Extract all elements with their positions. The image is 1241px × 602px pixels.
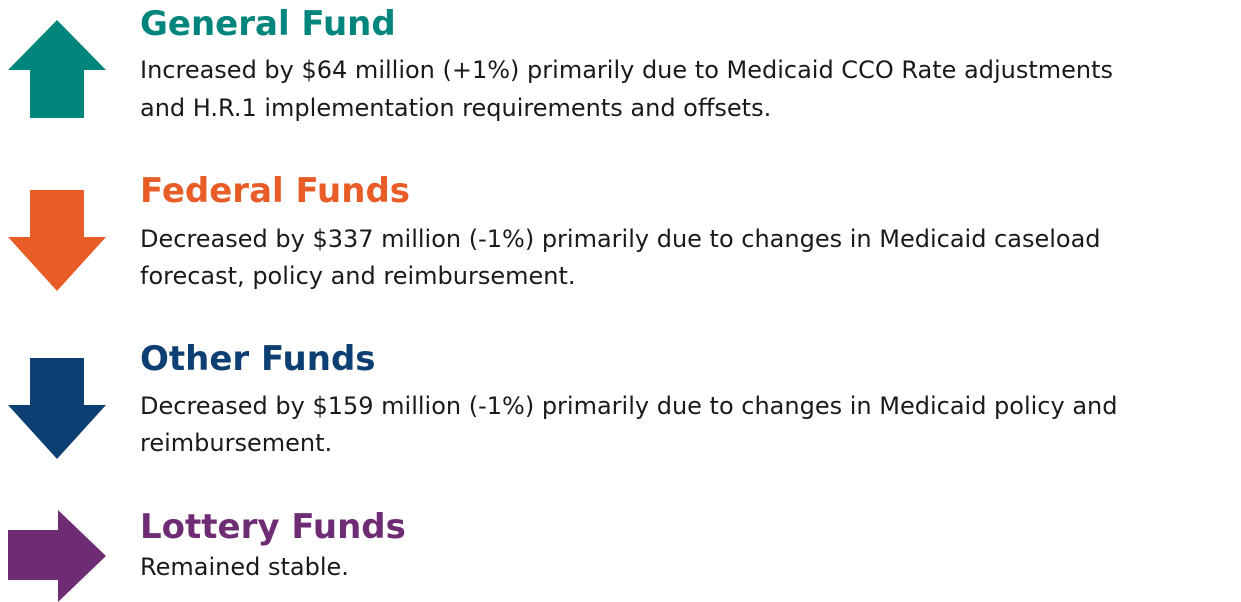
- item-title: Other Funds: [140, 339, 376, 379]
- arrow-down: [8, 190, 106, 291]
- arrow-right: [8, 510, 106, 602]
- item-text: forecast, policy and reimbursement.: [140, 262, 576, 290]
- arrow-up: [8, 20, 106, 118]
- item-text: Decreased by $337 million (-1%) primaril…: [140, 225, 1101, 253]
- item-text: Decreased by $159 million (-1%) primaril…: [140, 392, 1118, 420]
- item-text: Increased by $64 million (+1%) primarily…: [140, 56, 1114, 84]
- item-text: reimbursement.: [140, 429, 333, 457]
- item-text: Remained stable.: [140, 553, 349, 581]
- item-title: General Fund: [140, 4, 396, 44]
- item-title: Federal Funds: [140, 171, 411, 211]
- arrow-down: [8, 358, 106, 459]
- arrow-icons: [8, 20, 106, 602]
- item-title: Lottery Funds: [140, 507, 406, 547]
- item-text: and H.R.1 implementation requirements an…: [140, 94, 772, 122]
